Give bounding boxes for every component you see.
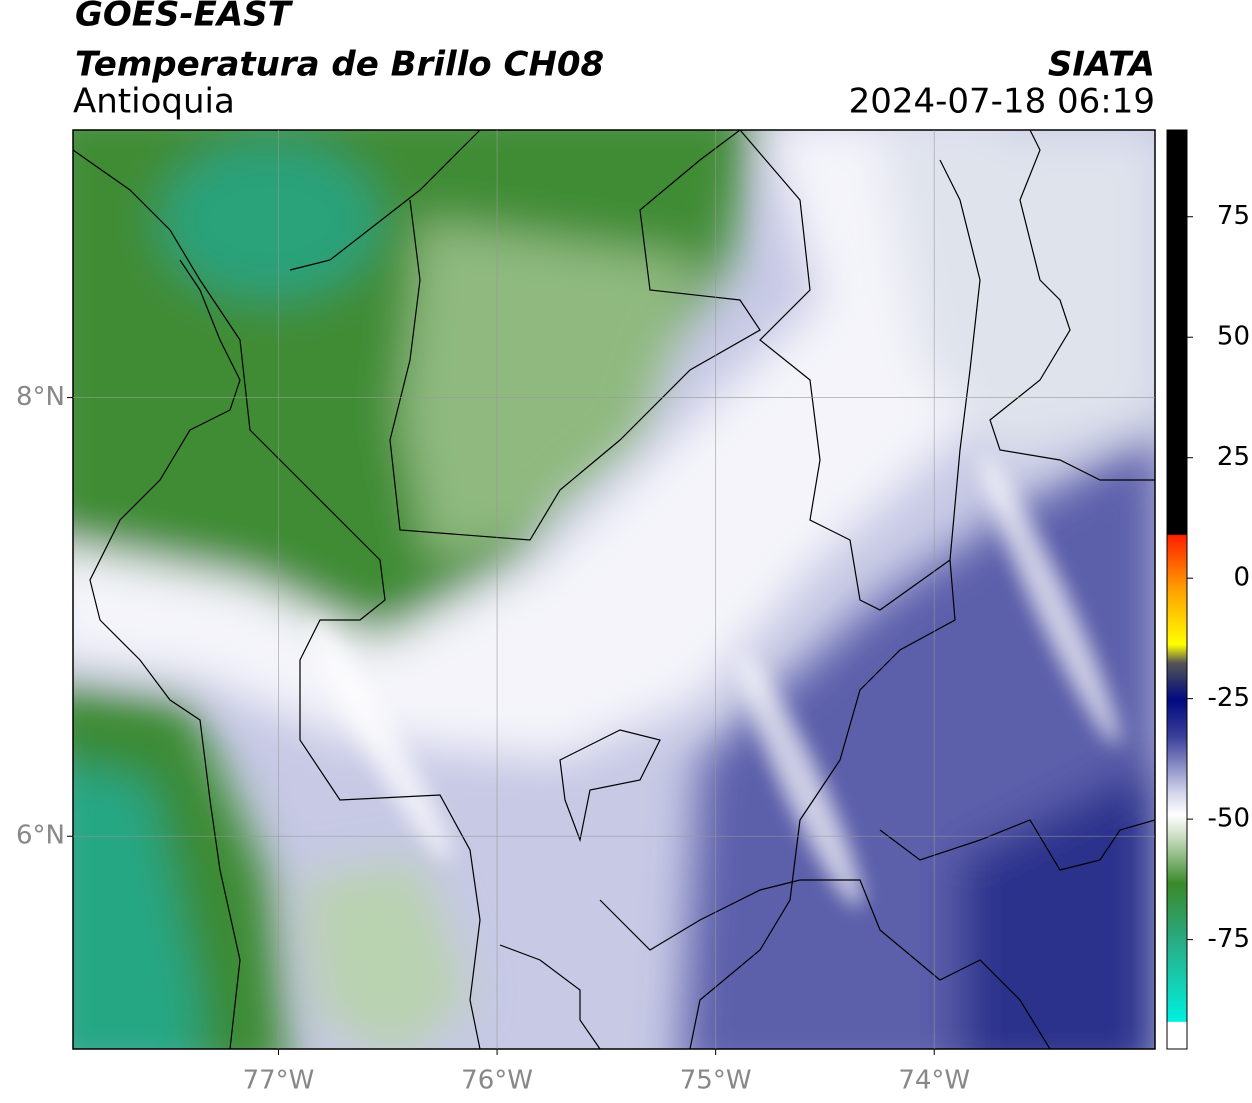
x-tick-label: 77°W bbox=[243, 1066, 315, 1096]
x-tick-label: 74°W bbox=[898, 1066, 970, 1096]
x-tick-label: 75°W bbox=[680, 1066, 752, 1096]
region: Antioquia bbox=[73, 82, 235, 122]
y-tick-label: 8°N bbox=[16, 382, 65, 412]
datetime: 2024-07-18 06:19 bbox=[849, 82, 1155, 122]
colorbar-tick-label: 50 bbox=[1217, 322, 1250, 352]
title: GOES-EAST bbox=[75, 0, 294, 35]
colorbar-tick-label: 75 bbox=[1217, 201, 1250, 231]
colorbar-tick-label: 25 bbox=[1217, 442, 1250, 472]
colorbar-tick-label: -50 bbox=[1208, 804, 1250, 834]
satellite-image bbox=[73, 130, 1155, 1049]
borders bbox=[73, 130, 1155, 1049]
source: SIATA bbox=[1048, 45, 1155, 85]
colorbar-tick-label: -75 bbox=[1208, 924, 1250, 954]
y-tick-label: 6°N bbox=[16, 821, 65, 851]
colorbar bbox=[1166, 129, 1188, 1050]
colorbar-tick-label: -25 bbox=[1208, 683, 1250, 713]
x-tick-label: 76°W bbox=[461, 1066, 533, 1096]
colorbar-tick-label: 0 bbox=[1233, 563, 1250, 593]
map-frame bbox=[72, 129, 1156, 1050]
subtitle: Temperatura de Brillo CH08 bbox=[75, 45, 604, 85]
